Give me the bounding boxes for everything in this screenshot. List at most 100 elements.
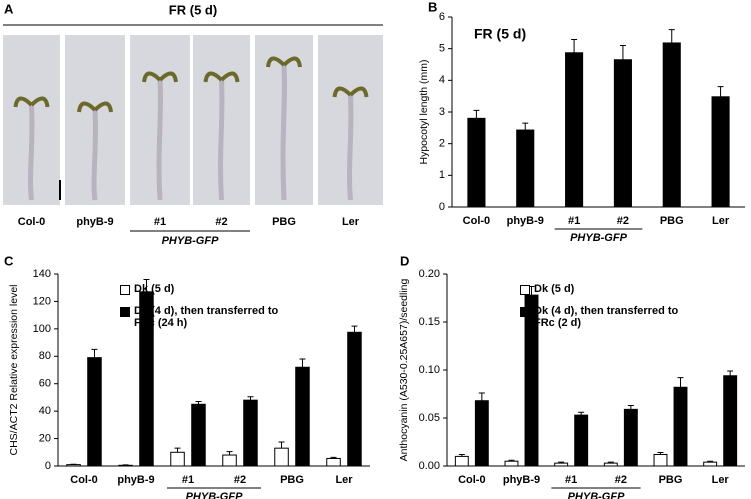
error-bar bbox=[558, 461, 565, 464]
error-bar bbox=[458, 453, 465, 457]
error-bar bbox=[478, 392, 485, 401]
bar bbox=[347, 331, 362, 467]
y-axis-label: Anthocyanin (A530-0.25A657)/seedling bbox=[398, 278, 410, 461]
error-bar bbox=[727, 370, 734, 376]
chart-title: FR (5 d) bbox=[474, 26, 526, 42]
y-tick-label: 60 bbox=[39, 378, 51, 390]
legend-label: Dk (5 d) bbox=[534, 283, 575, 295]
y-tick-label: 5 bbox=[439, 43, 445, 55]
error-bar bbox=[226, 451, 233, 456]
hypocotyl bbox=[280, 64, 287, 201]
sample-label: Col-0 bbox=[18, 216, 46, 228]
sample-label: Ler bbox=[342, 216, 360, 228]
bar bbox=[191, 403, 206, 467]
panel-letter: B bbox=[428, 0, 437, 14]
panel-letter: D bbox=[400, 253, 409, 268]
y-tick-label: 3 bbox=[439, 106, 445, 118]
y-tick-label: 0 bbox=[45, 460, 51, 472]
hypocotyl bbox=[91, 109, 98, 201]
x-tick-label: Col-0 bbox=[458, 474, 486, 486]
x-tick-label: Col-0 bbox=[463, 215, 491, 227]
y-tick-label: 0.05 bbox=[419, 412, 440, 424]
bar bbox=[723, 375, 738, 467]
legend-entry: Dk (5 d) bbox=[120, 283, 285, 295]
error-bar bbox=[707, 460, 714, 463]
y-tick-label: 140 bbox=[33, 268, 51, 280]
legend-label: Dk (4 d), then transferred to FRc (2 d) bbox=[534, 305, 679, 329]
bar bbox=[326, 457, 341, 467]
photos bbox=[3, 35, 383, 205]
hypocotyl bbox=[218, 79, 225, 201]
error-bar bbox=[607, 461, 614, 464]
y-tick-label: 1 bbox=[439, 169, 445, 181]
bar bbox=[662, 42, 681, 208]
panel-letter: A bbox=[4, 1, 14, 16]
bar bbox=[565, 52, 584, 208]
y-tick-label: 2 bbox=[439, 138, 445, 150]
legend-swatch bbox=[120, 307, 130, 317]
y-tick-label: 0.00 bbox=[419, 460, 440, 472]
panel-letter: C bbox=[4, 253, 14, 268]
error-bar bbox=[330, 456, 337, 459]
y-axis-label: CHS/ACT2 Relative expression level bbox=[8, 285, 20, 456]
bar bbox=[66, 464, 81, 467]
legend-entry: Dk (5 d) bbox=[520, 283, 685, 295]
hypocotyl bbox=[347, 94, 354, 201]
bar bbox=[554, 462, 569, 467]
bar bbox=[603, 462, 618, 467]
cotyledon bbox=[142, 71, 178, 83]
y-tick-label: 40 bbox=[39, 405, 51, 417]
error-bar bbox=[627, 405, 634, 410]
y-tick-label: 120 bbox=[33, 295, 51, 307]
error-bar bbox=[619, 45, 626, 60]
group-label: PHYB-GFP bbox=[568, 491, 626, 499]
x-tick-label: PBG bbox=[660, 215, 684, 227]
error-bar bbox=[278, 441, 285, 449]
bar bbox=[711, 96, 730, 208]
bar bbox=[467, 117, 486, 208]
bar bbox=[653, 453, 668, 467]
legend-swatch bbox=[520, 307, 530, 317]
bar bbox=[613, 59, 632, 208]
bar bbox=[118, 464, 133, 467]
error-bar bbox=[143, 278, 150, 292]
bar bbox=[516, 129, 535, 208]
cotyledon bbox=[203, 71, 240, 83]
y-tick-label: 80 bbox=[39, 350, 51, 362]
x-tick-label: #1 bbox=[565, 474, 577, 486]
error-bar bbox=[717, 86, 724, 97]
cotyledon bbox=[266, 56, 302, 68]
error-bar bbox=[195, 401, 202, 405]
bar bbox=[274, 447, 289, 467]
legend-swatch bbox=[120, 285, 130, 295]
error-bar bbox=[473, 109, 480, 119]
cotyledon bbox=[77, 101, 113, 113]
sample-label: PBG bbox=[272, 216, 296, 228]
error-bar bbox=[522, 122, 529, 131]
group-label: PHYB-GFP bbox=[186, 491, 244, 499]
bar bbox=[673, 386, 688, 467]
bar bbox=[243, 399, 258, 467]
legend-swatch bbox=[520, 285, 530, 295]
y-tick-label: 6 bbox=[439, 11, 445, 23]
legend-entry: Dk (4 d), then transferred to FRc (24 h) bbox=[120, 305, 285, 329]
error-bar bbox=[351, 325, 358, 333]
group-label: PHYB-GFP bbox=[570, 232, 628, 244]
bar bbox=[454, 455, 469, 467]
error-bar bbox=[578, 411, 585, 416]
y-tick-label: 20 bbox=[39, 432, 51, 444]
group-label: PHYB-GFP bbox=[162, 235, 220, 247]
bar bbox=[474, 400, 489, 467]
x-tick-label: Col-0 bbox=[70, 474, 98, 486]
error-bar bbox=[508, 459, 515, 462]
bar bbox=[504, 460, 519, 467]
photo-title: FR (5 d) bbox=[169, 2, 217, 17]
hypocotyl bbox=[156, 79, 163, 201]
y-tick-label: 0.15 bbox=[419, 316, 440, 328]
x-tick-label: Ler bbox=[712, 215, 730, 227]
error-bar bbox=[247, 396, 254, 401]
sample-label: #2 bbox=[215, 216, 227, 228]
hypocotyl bbox=[28, 104, 35, 201]
